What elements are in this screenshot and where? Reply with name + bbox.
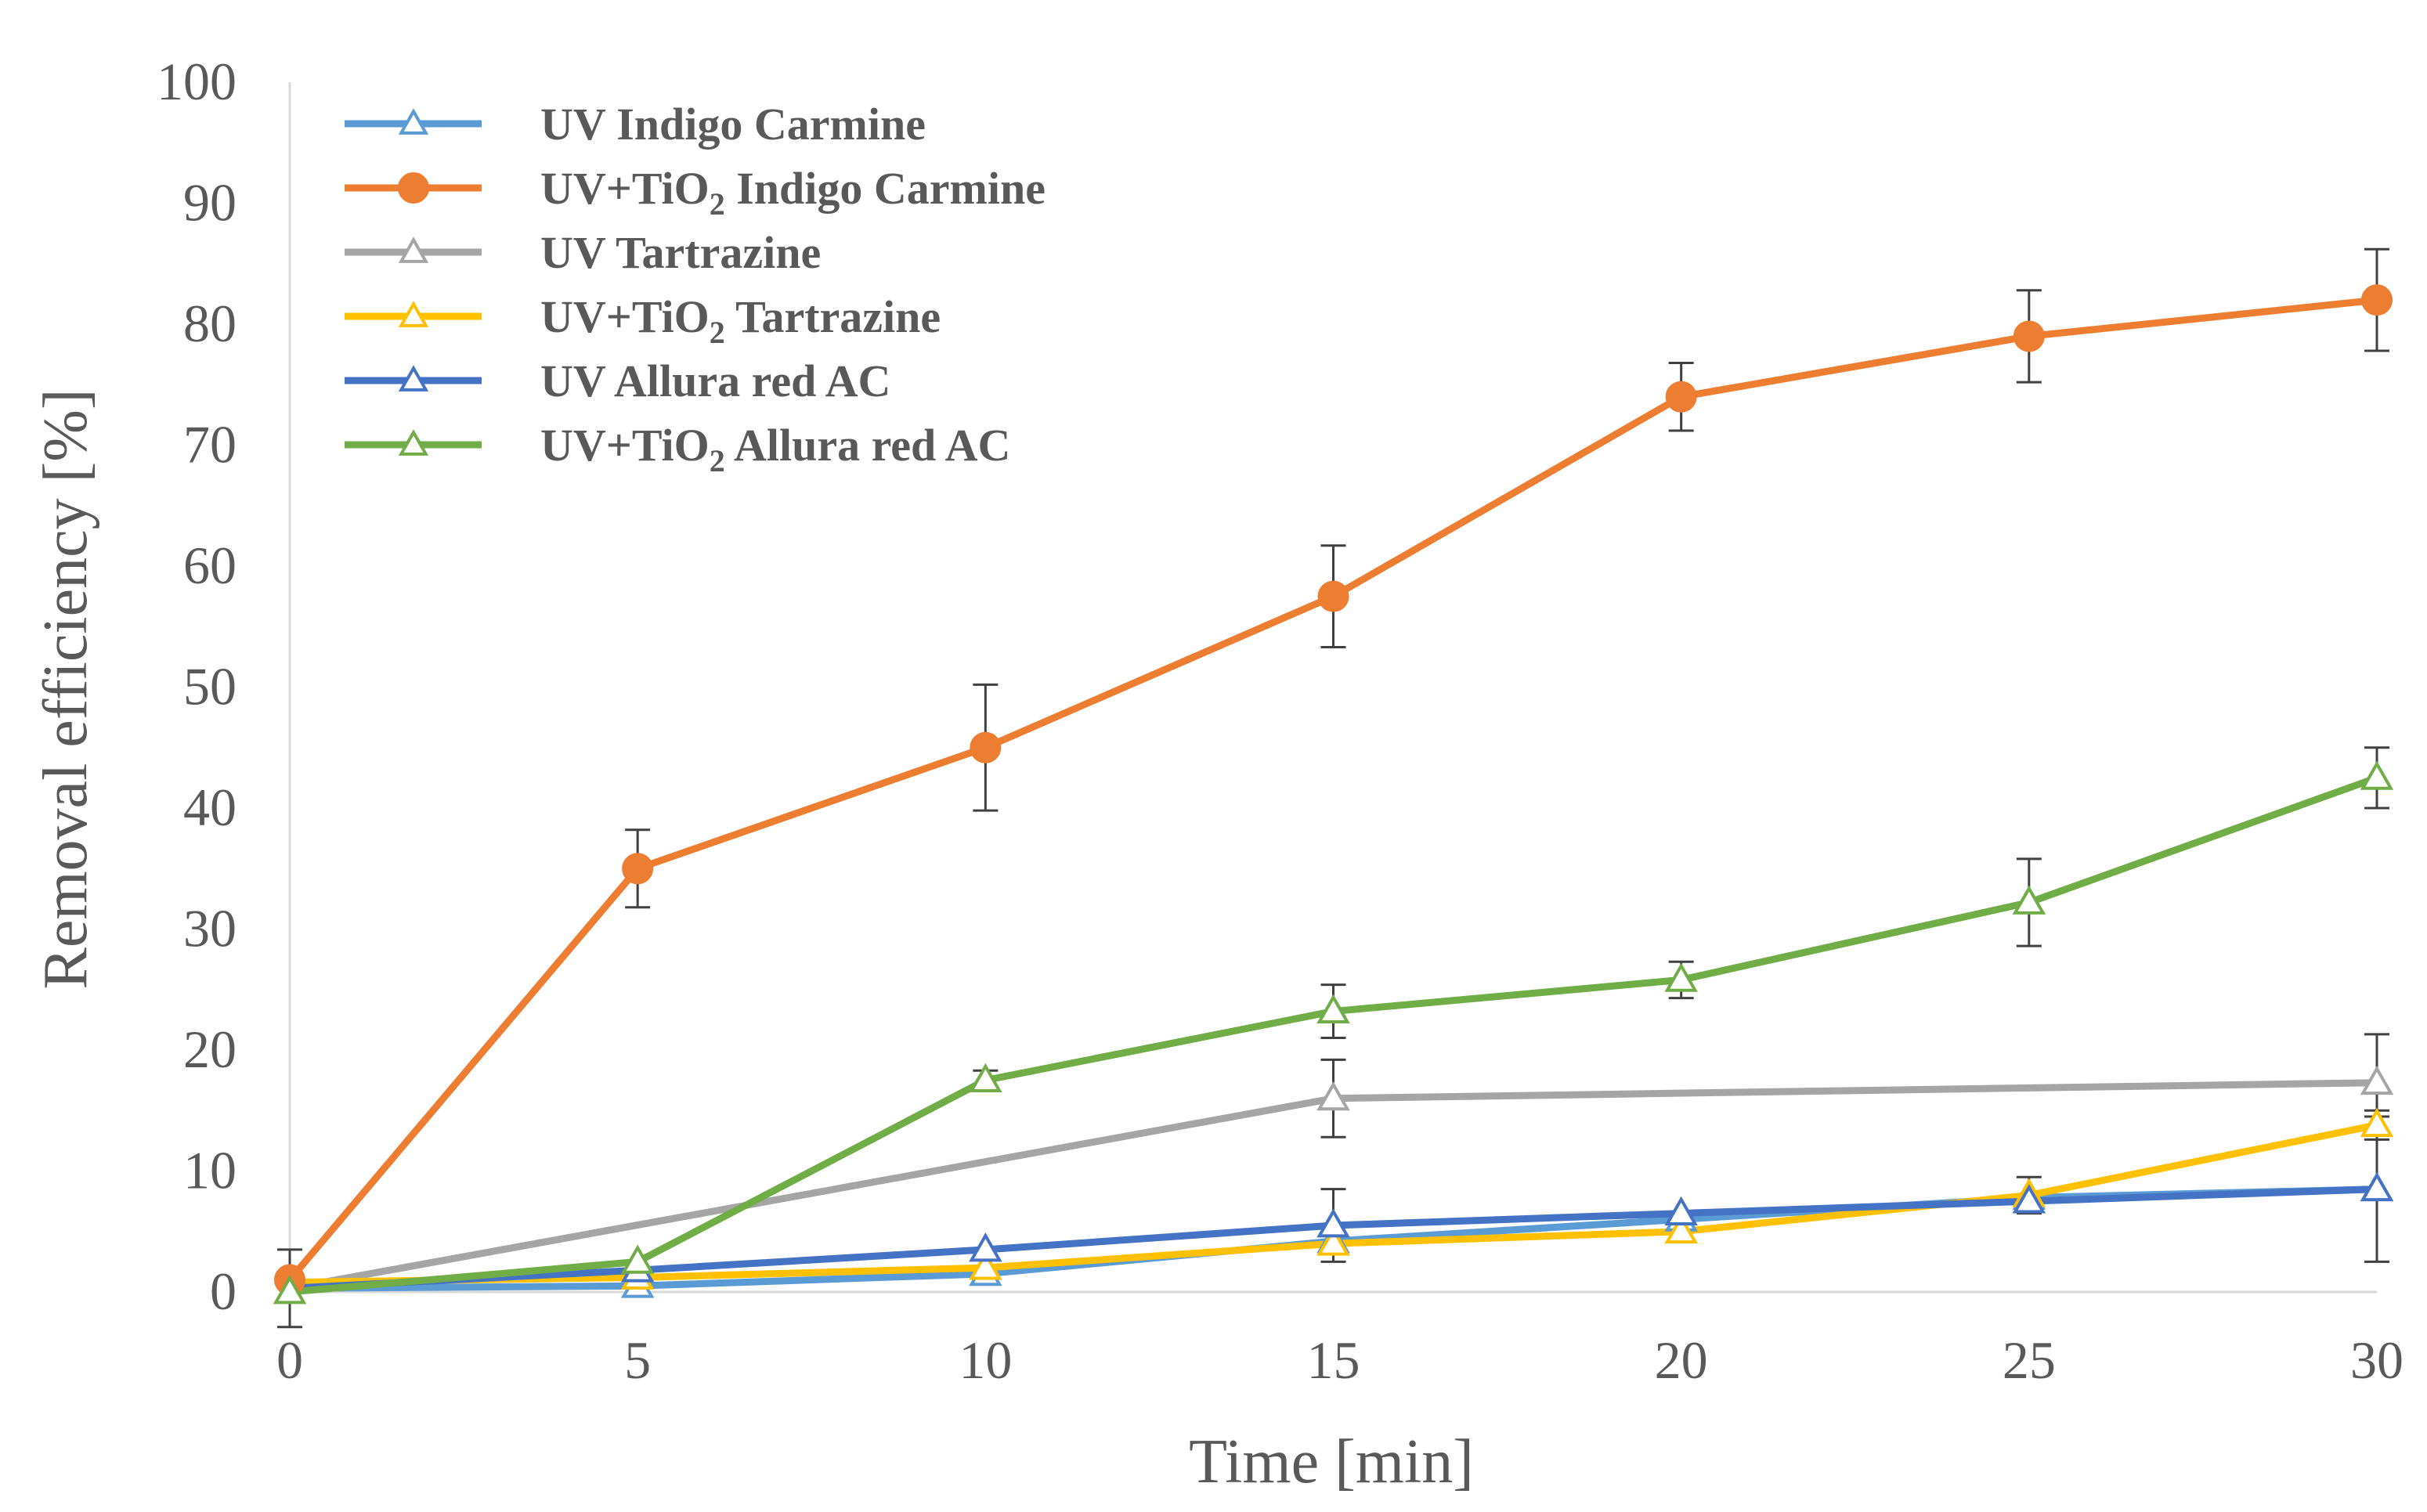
x-tick-label: 30: [2350, 1330, 2404, 1390]
data-point: [2360, 1171, 2394, 1202]
data-markers: [273, 284, 2394, 1305]
data-point: [273, 1275, 307, 1305]
legend-entry: UV Tartrazine: [540, 227, 821, 278]
data-point: [398, 108, 429, 135]
y-tick-labels: 0 10 20 30 40 50 60 70 80 90 100: [157, 52, 237, 1321]
y-tick-label: 30: [183, 899, 237, 958]
data-point: [970, 731, 1002, 763]
y-tick-label: 60: [183, 536, 237, 595]
data-point: [620, 1244, 655, 1274]
data-point: [398, 172, 429, 204]
data-point: [2012, 1184, 2046, 1214]
data-point: [1316, 1208, 1350, 1238]
legend-entry: UV+TiO2 Tartrazine: [540, 291, 941, 350]
y-tick-label: 40: [183, 778, 237, 837]
data-point: [1665, 381, 1697, 413]
y-tick-label: 70: [183, 415, 237, 475]
data-point: [2360, 1107, 2394, 1138]
data-point: [1664, 1196, 1698, 1225]
y-tick-label: 90: [183, 173, 237, 233]
data-point: [1316, 994, 1350, 1023]
data-point: [1316, 1081, 1350, 1111]
x-axis-title: Time [min]: [1189, 1427, 1474, 1496]
x-tick-labels: 0 5 10 15 20 25 30: [276, 1330, 2404, 1390]
x-tick-label: 15: [1307, 1330, 1360, 1390]
data-point: [398, 301, 429, 327]
data-point: [622, 853, 654, 885]
x-tick-label: 0: [276, 1330, 303, 1390]
legend-entry: UV+TiO2 Indigo Carmine: [540, 163, 1046, 222]
data-point: [1664, 1214, 1698, 1244]
data-point: [1664, 962, 1698, 992]
data-point: [2360, 1065, 2394, 1095]
data-point: [969, 1063, 1002, 1093]
y-tick-label: 10: [183, 1141, 237, 1200]
error-bars: [277, 247, 2389, 1329]
data-point: [398, 365, 429, 392]
data-point: [2013, 320, 2045, 352]
y-axis-title: Removal efficiency [%]: [31, 388, 100, 989]
y-tick-label: 80: [183, 294, 237, 353]
data-point: [1317, 580, 1349, 612]
legend-entry: UV Allura red AC: [540, 355, 890, 406]
y-tick-label: 100: [157, 52, 237, 111]
y-tick-label: 20: [183, 1019, 237, 1079]
data-point: [2360, 760, 2394, 790]
y-tick-label: 0: [210, 1261, 237, 1321]
data-point: [969, 1232, 1002, 1262]
legend-entry: UV+TiO2 Allura red AC: [540, 420, 1010, 478]
data-point: [2012, 885, 2046, 915]
x-tick-label: 20: [1655, 1330, 1708, 1390]
data-point: [398, 236, 429, 263]
x-tick-label: 5: [624, 1330, 651, 1390]
data-point: [398, 429, 429, 456]
data-point: [2361, 284, 2393, 316]
x-tick-label: 10: [959, 1330, 1012, 1390]
data-point: [969, 1250, 1002, 1280]
data-point: [1316, 1226, 1350, 1256]
y-tick-label: 50: [183, 657, 237, 716]
legend-entry: UV Indigo Carmine: [540, 99, 926, 150]
x-tick-label: 25: [2003, 1330, 2056, 1390]
